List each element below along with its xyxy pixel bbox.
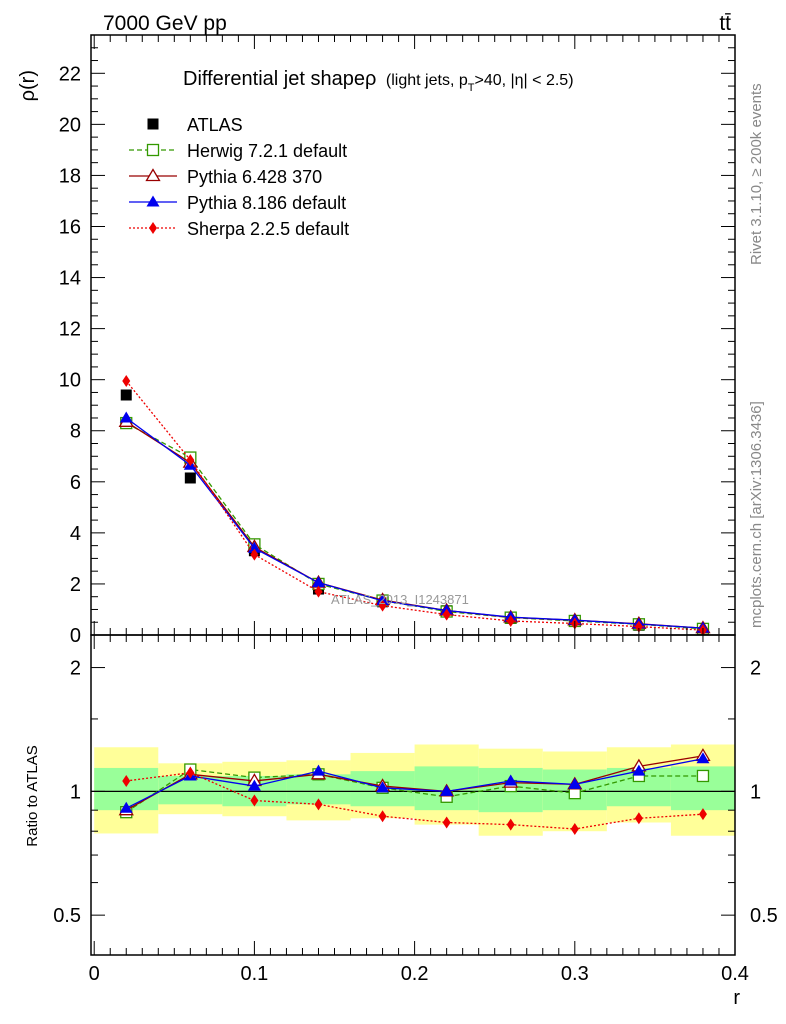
legend: ATLAS Herwig 7.2.1 default Pythia 6.428 37… (129, 115, 349, 239)
chart-title-note-sub: T (468, 82, 475, 94)
y-tick-label-lower: 1 (70, 781, 81, 803)
ratio-series-point (696, 769, 710, 783)
ratio-series-line (125, 758, 704, 809)
y-tick-label-upper: 20 (59, 114, 81, 136)
legend-marker (147, 118, 159, 130)
y-tick-label-lower-right: 1 (750, 781, 761, 803)
legend-label: ATLAS (187, 115, 243, 135)
ratio-series-line (125, 768, 703, 813)
x-tick-label: 0.2 (401, 963, 429, 985)
x-tick-label: 0.4 (721, 963, 749, 985)
ratio-series-point (122, 774, 131, 787)
upper-series-point (442, 608, 451, 621)
x-tick-label: 0.3 (561, 963, 589, 985)
ratio-series-point (696, 752, 710, 764)
ratio-series-point (119, 801, 133, 813)
upper-series-point (120, 389, 132, 401)
upper-series-point (247, 541, 261, 553)
ratio-series-point (568, 777, 582, 789)
legend-entry: Pythia 8.186 default (129, 193, 346, 213)
y-tick-label-upper: 4 (70, 523, 81, 545)
legend-label: Pythia 6.428 370 (187, 167, 322, 187)
chart-marks (91, 374, 735, 836)
y-tick-label-upper: 8 (70, 421, 81, 443)
ratio-series-point (247, 779, 261, 791)
y-tick-label-upper: 14 (59, 268, 81, 290)
upper-series-point (122, 374, 131, 387)
upper-series-point (186, 454, 195, 467)
ratio-series-line (126, 772, 704, 830)
y-tick-label-upper: 12 (59, 319, 81, 341)
ratio-series-point (250, 794, 259, 807)
ratio-series-point (570, 822, 579, 835)
y-tick-label-upper: 22 (59, 63, 81, 85)
y-tick-label-upper: 2 (70, 574, 81, 596)
x-axis-label: r (733, 987, 740, 1009)
legend-entry: ATLAS (147, 115, 243, 135)
upper-series-point (250, 548, 259, 561)
chart-title: Differential jet shapeρ (light jets, pT>… (183, 68, 574, 94)
y-axis-label-lower: Ratio to ATLAS (24, 745, 41, 846)
mcplots-reference: mcplots.cern.ch [arXiv:1306.3436] (748, 401, 765, 628)
legend-entry: Herwig 7.2.1 default (129, 141, 347, 161)
lower-frame (90, 634, 736, 956)
legend-marker (146, 143, 160, 157)
band-inner (158, 775, 223, 805)
y-tick-label-lower-right: 2 (750, 658, 761, 680)
x-tick-label: 0 (89, 963, 100, 985)
y-tick-label-upper: 6 (70, 472, 81, 494)
legend-label: Sherpa 2.2.5 default (187, 219, 349, 239)
header-energy: 7000 GeV pp (103, 12, 227, 35)
ratio-series-point (186, 766, 195, 779)
upper-series-point (314, 585, 323, 598)
upper-series-point (378, 599, 387, 612)
legend-label: Herwig 7.2.1 default (187, 141, 347, 161)
ratio-series-point (314, 798, 323, 811)
chart-title-note: (light jets, p (386, 72, 468, 89)
legend-entry: Sherpa 2.2.5 default (129, 219, 349, 239)
ratio-series-point (440, 784, 454, 796)
legend-marker (145, 168, 161, 182)
y-tick-label-lower-right: 0.5 (750, 905, 778, 927)
y-tick-label-lower: 0.5 (53, 905, 81, 927)
header-process: tt̄ (719, 12, 731, 35)
upper-series-point (634, 620, 643, 633)
y-tick-label-upper: 0 (70, 625, 81, 647)
ratio-series-point (504, 774, 518, 786)
ratio-series-point (632, 764, 646, 776)
legend-label: Pythia 8.186 default (187, 193, 346, 213)
legend-entry: Pythia 6.428 370 (129, 167, 322, 187)
y-tick-label-upper: 16 (59, 216, 81, 238)
x-tick-label: 0.1 (240, 963, 268, 985)
y-tick-label-lower: 2 (70, 658, 81, 680)
ratio-series-point (311, 764, 325, 776)
upper-series-line (125, 380, 703, 631)
chart-title-note-rest: >40, |η| < 2.5) (474, 72, 573, 89)
legend-marker (149, 222, 157, 234)
upper-series-line (125, 417, 704, 629)
ratio-series-point (634, 812, 643, 825)
y-axis-label-upper: ρ(r) (17, 70, 39, 101)
y-tick-label-upper: 10 (59, 370, 81, 392)
upper-series-point (506, 614, 515, 627)
ratio-series-point (376, 781, 390, 793)
chart-title-symbol: ρ (365, 68, 376, 90)
upper-series-point (311, 576, 325, 588)
ratio-series-point (378, 810, 387, 823)
chart-title-main: Differential jet shape (183, 68, 365, 90)
y-tick-label-upper: 18 (59, 165, 81, 187)
ratio-series-line (125, 755, 704, 811)
ratio-series-point (506, 818, 515, 831)
ratio-series-point (442, 816, 451, 829)
upper-series-point (184, 472, 196, 484)
rivet-version-note: Rivet 3.1.10, ≥ 200k events (748, 83, 765, 265)
legend-marker (146, 195, 160, 207)
upper-series-point (119, 411, 133, 423)
analysis-watermark: ATLAS_2013_I1243871 (331, 592, 469, 607)
ratio-series-point (698, 808, 707, 821)
